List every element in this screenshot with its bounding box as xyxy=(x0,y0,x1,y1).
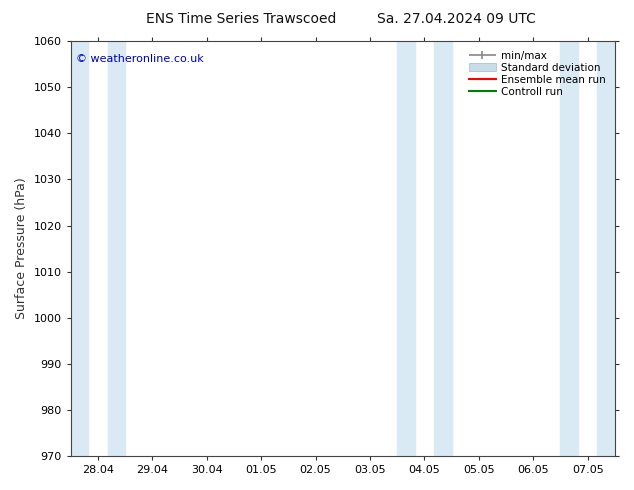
Bar xyxy=(597,41,615,456)
Bar xyxy=(397,41,415,456)
Y-axis label: Surface Pressure (hPa): Surface Pressure (hPa) xyxy=(15,178,28,319)
Bar xyxy=(108,41,125,456)
Legend: min/max, Standard deviation, Ensemble mean run, Controll run: min/max, Standard deviation, Ensemble me… xyxy=(465,47,610,101)
Bar xyxy=(560,41,578,456)
Bar xyxy=(71,41,88,456)
Bar xyxy=(434,41,451,456)
Text: ENS Time Series Trawscoed: ENS Time Series Trawscoed xyxy=(146,12,336,26)
Text: © weatheronline.co.uk: © weatheronline.co.uk xyxy=(76,54,204,64)
Text: Sa. 27.04.2024 09 UTC: Sa. 27.04.2024 09 UTC xyxy=(377,12,536,26)
